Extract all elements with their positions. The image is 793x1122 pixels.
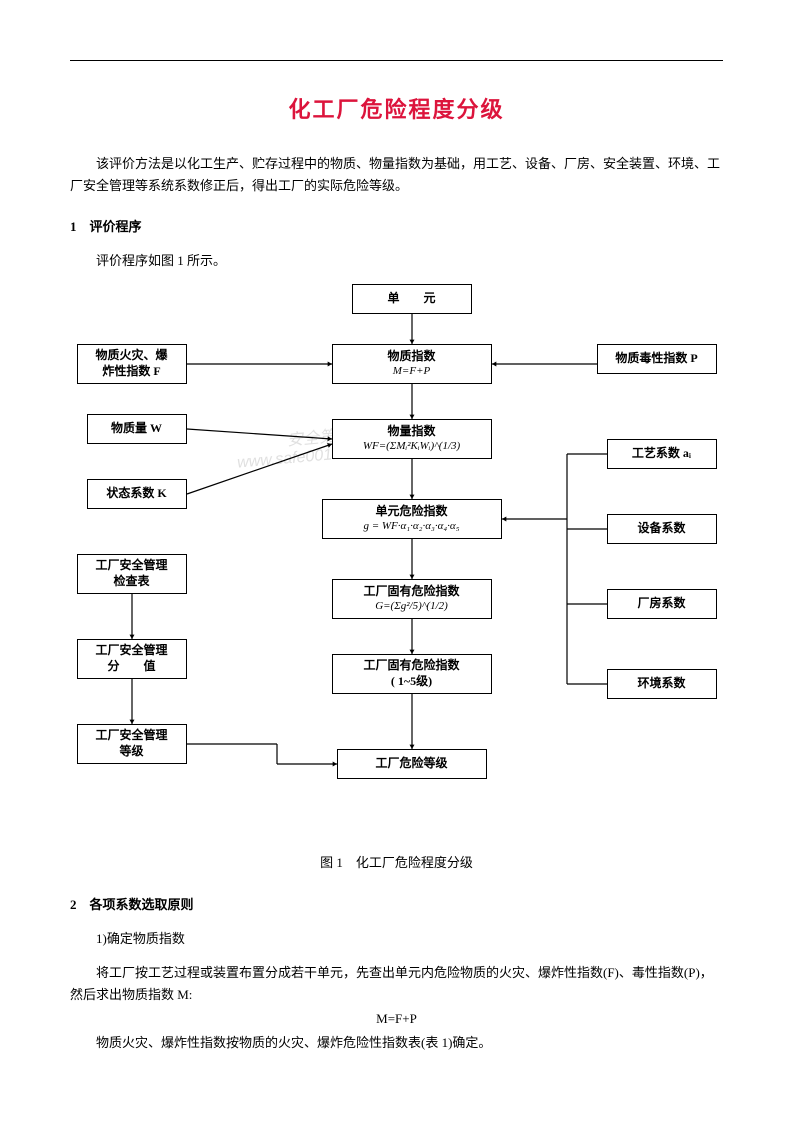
page-title: 化工厂危险程度分级 <box>70 91 723 128</box>
node-fire: 物质火灾、爆炸性指数 F <box>77 344 187 384</box>
intro-text: 该评价方法是以化工生产、贮存过程中的物质、物量指数为基础，用工艺、设备、厂房、安… <box>70 153 723 197</box>
section-2-p2: 物质火灾、爆炸性指数按物质的火灾、爆炸危险性指数表(表 1)确定。 <box>70 1032 723 1054</box>
section-2-p1: 将工厂按工艺过程或装置布置分成若干单元，先查出单元内危险物质的火灾、爆炸性指数(… <box>70 962 723 1006</box>
node-factlvl: 工厂危险等级 <box>337 749 487 779</box>
node-inhidx: 工厂固有危险指数G=(Σg²/5)^(1/2) <box>332 579 492 619</box>
node-craft: 工艺系数 aᵢ <box>607 439 717 469</box>
node-unit: 单 元 <box>352 284 472 314</box>
node-qtyidx: 物量指数WF=(ΣMᵢ²KᵢWᵢ)^(1/3) <box>332 419 492 459</box>
node-unitdng: 单元危险指数g = WF·α₁·α₂·α₃·α₄·α₅ <box>322 499 502 539</box>
node-plant: 厂房系数 <box>607 589 717 619</box>
node-mass: 物质量 W <box>87 414 187 444</box>
node-matidx: 物质指数M=F+P <box>332 344 492 384</box>
flowchart: 安全第一网 www.safe001.com 单 元物质火灾、爆炸性指数 F物质指… <box>77 284 717 844</box>
node-inhlvl: 工厂固有危险指数( 1~5级) <box>332 654 492 694</box>
node-chklist: 工厂安全管理检查表 <box>77 554 187 594</box>
node-tox: 物质毒性指数 P <box>597 344 717 374</box>
node-mgmtlvl: 工厂安全管理等级 <box>77 724 187 764</box>
node-score: 工厂安全管理分 值 <box>77 639 187 679</box>
formula-mfp: M=F+P <box>70 1008 723 1030</box>
section-1-para: 评价程序如图 1 所示。 <box>70 250 723 272</box>
top-rule <box>70 60 723 61</box>
section-1-head: 1 评价程序 <box>70 216 723 238</box>
node-env: 环境系数 <box>607 669 717 699</box>
figure-caption: 图 1 化工厂危险程度分级 <box>70 852 723 874</box>
node-state: 状态系数 K <box>87 479 187 509</box>
section-2-head: 2 各项系数选取原则 <box>70 894 723 916</box>
node-equip: 设备系数 <box>607 514 717 544</box>
section-2-item1: 1)确定物质指数 <box>70 928 723 950</box>
